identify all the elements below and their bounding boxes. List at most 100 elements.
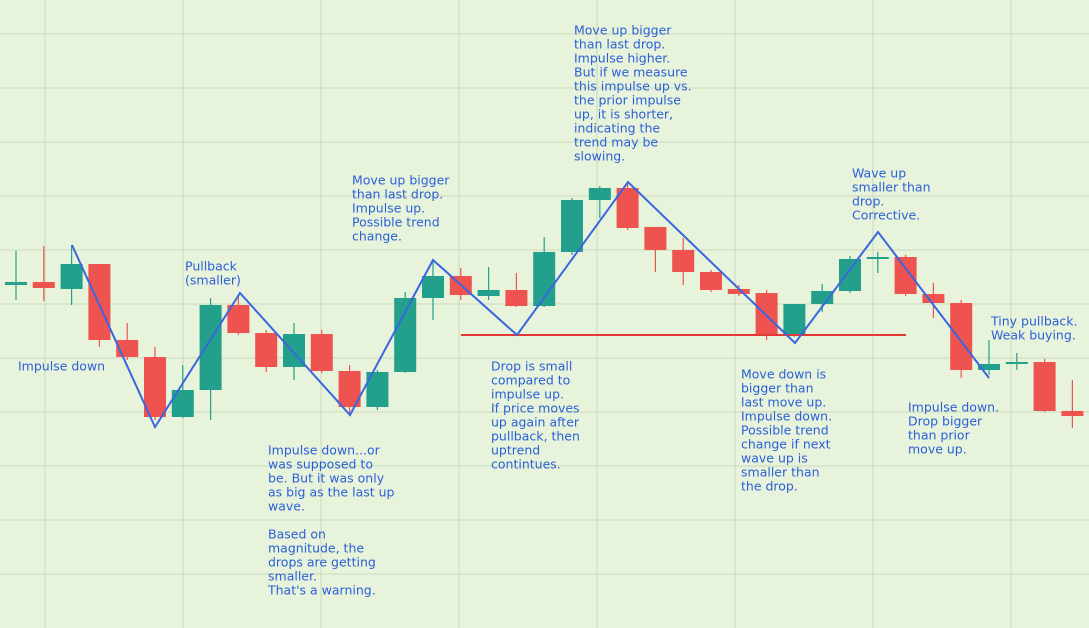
annotation-line: Wave up xyxy=(852,166,906,181)
candle-body xyxy=(88,264,111,340)
annotation-line: be. But it was only xyxy=(268,471,385,486)
annotation-line: Based on xyxy=(268,527,326,542)
candle-body xyxy=(644,227,667,250)
annotation-line: up, it is shorter, xyxy=(574,107,673,122)
annotation-line: smaller than xyxy=(741,465,820,480)
annotation-line: impulse up. xyxy=(491,387,564,402)
annotation-line: drops are getting xyxy=(268,555,376,570)
candle-body xyxy=(894,257,917,294)
candle-body xyxy=(561,200,583,252)
candle-body xyxy=(394,298,417,372)
annotation-line: Weak buying. xyxy=(991,328,1076,343)
candle-body xyxy=(255,333,278,367)
annotation-line: smaller. xyxy=(268,569,317,584)
candle-body xyxy=(783,304,806,336)
annotation-line: Impulse higher. xyxy=(574,51,670,66)
annotation-line: Move up bigger xyxy=(352,173,450,188)
annotation-line: Impulse down...or xyxy=(268,443,381,458)
annotation-line: change. xyxy=(352,229,402,244)
candle-body xyxy=(338,371,361,407)
annotation-line: up again after xyxy=(491,415,580,430)
candle-body xyxy=(310,334,333,371)
annotation-line: Impulse up. xyxy=(352,201,425,216)
annotation-line: change if next xyxy=(741,437,831,452)
annotation: Tiny pullback.Weak buying. xyxy=(990,314,1078,343)
annotation-line: last move up. xyxy=(741,395,826,410)
annotation-line: But if we measure xyxy=(574,65,688,80)
annotation-line: compared to xyxy=(491,373,570,388)
candle-body xyxy=(32,282,55,288)
annotation-line: than last drop. xyxy=(574,37,665,52)
candle-body xyxy=(505,290,528,306)
candle-body xyxy=(588,188,611,200)
candle-body xyxy=(839,259,861,291)
annotation-line: Possible trend xyxy=(741,423,829,438)
annotation-line: That's a warning. xyxy=(267,583,376,598)
vertical-grid xyxy=(44,0,1012,628)
candle-body xyxy=(144,357,166,417)
annotation-line: smaller than xyxy=(852,180,931,195)
candle-body xyxy=(672,250,695,272)
annotation-line: Drop is small xyxy=(491,359,572,374)
annotation-line: Pullback xyxy=(185,259,238,274)
annotation-line: Impulse down xyxy=(18,359,105,374)
annotation-line: this impulse up vs. xyxy=(574,79,692,94)
candle-body xyxy=(422,276,444,298)
annotation-line: indicating the xyxy=(574,121,660,136)
annotation-line: Drop bigger xyxy=(908,414,983,429)
annotation-line: slowing. xyxy=(574,149,625,164)
annotation-line: the prior impulse xyxy=(574,93,681,108)
annotation-line: drop. xyxy=(852,194,884,209)
candle-body xyxy=(60,264,83,289)
candle-body xyxy=(533,252,556,306)
annotation-line: Corrective. xyxy=(852,208,920,223)
annotation: Impulse down xyxy=(18,359,105,374)
annotation-line: than last drop. xyxy=(352,187,443,202)
candle-body xyxy=(171,390,194,417)
annotation-line: pullback, then xyxy=(491,429,580,444)
candle-body xyxy=(616,188,639,228)
annotation-line: Impulse down. xyxy=(908,400,999,415)
annotation-line: the drop. xyxy=(741,479,798,494)
annotation-line: move up. xyxy=(908,442,967,457)
annotation-line: as big as the last up xyxy=(268,485,395,500)
candle-body xyxy=(922,294,945,303)
annotation-line: magnitude, the xyxy=(268,541,364,556)
annotation-line: Move down is xyxy=(741,367,826,382)
annotation-line: (smaller) xyxy=(185,273,241,288)
candle-body xyxy=(227,305,250,333)
candle-body xyxy=(5,282,27,285)
annotation-line: Possible trend xyxy=(352,215,440,230)
wave-line xyxy=(71,180,990,430)
annotation-line: contintues. xyxy=(491,457,561,472)
annotation: Pullback(smaller) xyxy=(185,259,241,288)
candle-body xyxy=(727,289,750,294)
annotation-line: was supposed to xyxy=(268,457,373,472)
annotation-line: bigger than xyxy=(741,381,814,396)
annotation-line: trend may be xyxy=(574,135,658,150)
annotation-line: Impulse down. xyxy=(741,409,832,424)
annotation-line: than prior xyxy=(908,428,971,443)
candle-body xyxy=(477,290,500,296)
annotation-line: wave up is xyxy=(741,451,808,466)
annotation-line: If price moves xyxy=(491,401,580,416)
candle-body xyxy=(978,364,1000,370)
candle-body xyxy=(1061,411,1084,416)
candle-body xyxy=(866,257,889,259)
candle-body xyxy=(199,305,222,390)
annotation-line: uptrend xyxy=(491,443,540,458)
annotation-line: wave. xyxy=(268,499,305,514)
candle-body xyxy=(366,372,389,407)
candle-body xyxy=(1033,362,1056,411)
candle-body xyxy=(700,272,722,290)
candle-body xyxy=(1005,362,1028,364)
annotation-line: Tiny pullback. xyxy=(990,314,1078,329)
annotations: Impulse down Pullback(smaller) Move up big… xyxy=(18,23,1078,598)
